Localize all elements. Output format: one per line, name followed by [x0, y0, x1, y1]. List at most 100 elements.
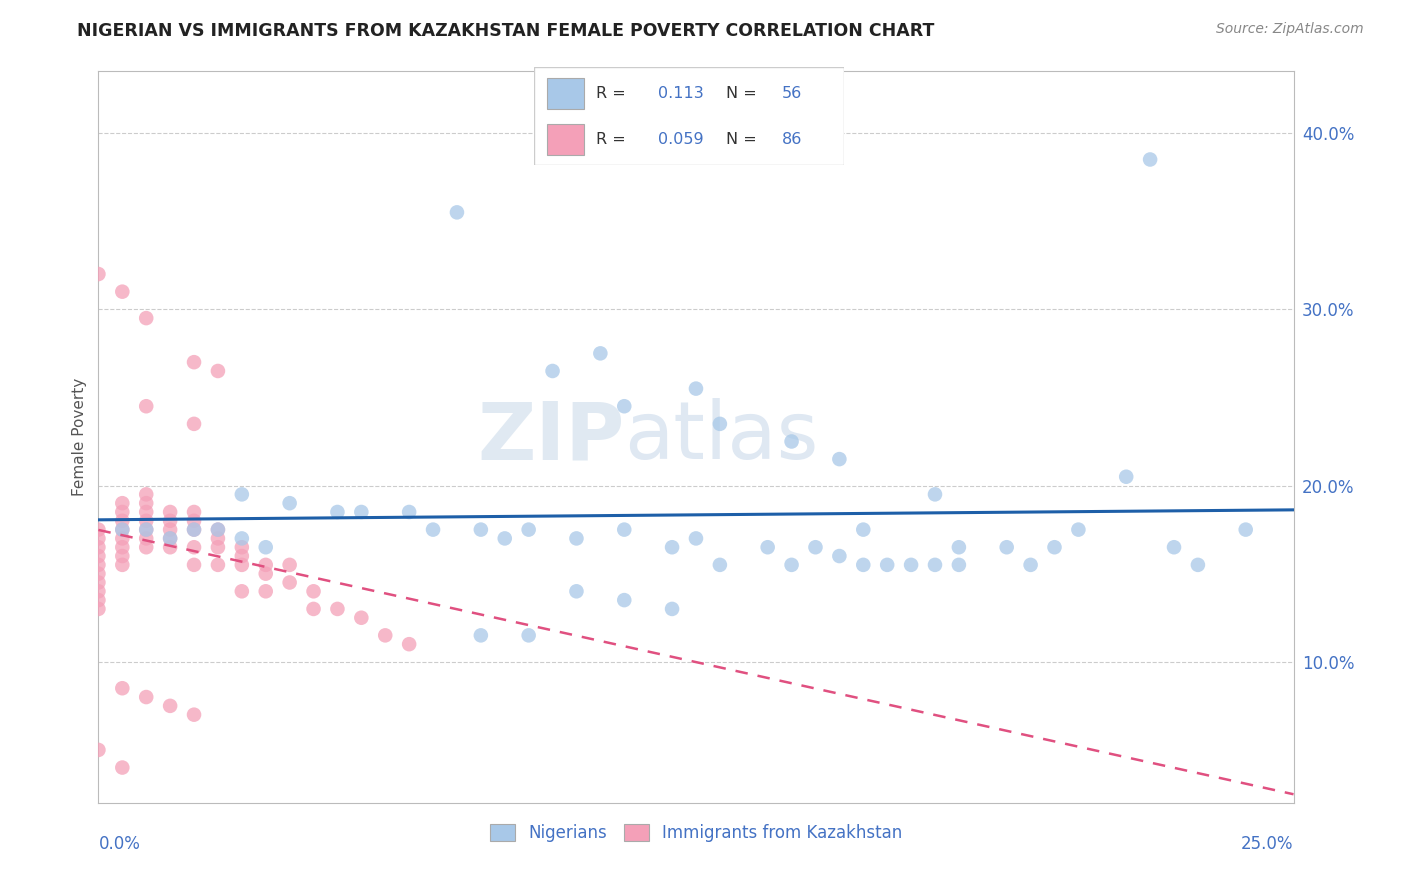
Point [1067, 523, 1090, 537]
Point [159, 532, 181, 546]
Point [302, 602, 325, 616]
Point [159, 698, 181, 713]
Point [254, 540, 277, 554]
Point [135, 523, 157, 537]
Point [135, 311, 157, 326]
Point [159, 523, 181, 537]
Text: 0.0%: 0.0% [98, 835, 141, 853]
Point [852, 523, 875, 537]
Point [661, 602, 683, 616]
Point [780, 558, 803, 572]
Point [183, 707, 205, 722]
Point [756, 540, 779, 554]
Point [111, 532, 134, 546]
Text: ZIP: ZIP [477, 398, 624, 476]
Point [207, 558, 229, 572]
Point [350, 505, 373, 519]
Point [231, 532, 253, 546]
Point [135, 487, 157, 501]
Point [87, 593, 110, 607]
Point [231, 540, 253, 554]
Text: N =: N = [725, 86, 762, 101]
Point [948, 540, 970, 554]
Point [446, 205, 468, 219]
Point [398, 637, 420, 651]
Point [231, 558, 253, 572]
Y-axis label: Female Poverty: Female Poverty [72, 378, 87, 496]
Point [135, 514, 157, 528]
Point [613, 399, 636, 413]
Point [565, 584, 588, 599]
Point [135, 399, 157, 413]
Point [111, 514, 134, 528]
FancyBboxPatch shape [534, 67, 844, 165]
Point [183, 523, 205, 537]
Point [565, 532, 588, 546]
Point [207, 364, 229, 378]
Point [995, 540, 1018, 554]
Point [135, 523, 157, 537]
Point [135, 496, 157, 510]
Text: 56: 56 [782, 86, 801, 101]
Point [1019, 558, 1042, 572]
Point [87, 602, 110, 616]
Point [135, 690, 157, 704]
Point [924, 558, 946, 572]
Point [87, 566, 110, 581]
Point [709, 558, 731, 572]
Point [87, 267, 110, 281]
Bar [547, 78, 583, 109]
Text: 86: 86 [782, 132, 801, 147]
Point [254, 584, 277, 599]
Point [254, 558, 277, 572]
Point [398, 505, 420, 519]
Point [231, 549, 253, 563]
Point [135, 532, 157, 546]
Point [183, 355, 205, 369]
Point [207, 540, 229, 554]
Point [828, 452, 851, 467]
Point [422, 523, 444, 537]
Point [613, 593, 636, 607]
Point [183, 540, 205, 554]
Point [948, 558, 970, 572]
Text: R =: R = [596, 132, 631, 147]
Point [1187, 558, 1209, 572]
Point [780, 434, 803, 449]
Point [87, 540, 110, 554]
Point [159, 505, 181, 519]
Point [87, 558, 110, 572]
Legend: Nigerians, Immigrants from Kazakhstan: Nigerians, Immigrants from Kazakhstan [489, 824, 903, 842]
Point [278, 496, 301, 510]
Point [589, 346, 612, 360]
Point [1115, 469, 1137, 483]
Point [852, 558, 875, 572]
Point [1163, 540, 1185, 554]
Point [159, 540, 181, 554]
Point [183, 514, 205, 528]
Point [183, 505, 205, 519]
Point [231, 584, 253, 599]
Point [111, 505, 134, 519]
Point [111, 523, 134, 537]
Point [111, 760, 134, 774]
Point [350, 611, 373, 625]
Point [278, 575, 301, 590]
Point [183, 417, 205, 431]
Point [135, 505, 157, 519]
Point [876, 558, 898, 572]
Point [111, 523, 134, 537]
Point [517, 523, 540, 537]
Point [207, 523, 229, 537]
Point [685, 382, 707, 396]
Point [470, 523, 492, 537]
Point [111, 549, 134, 563]
Point [111, 285, 134, 299]
Point [87, 532, 110, 546]
Text: N =: N = [725, 132, 762, 147]
Point [87, 575, 110, 590]
Point [494, 532, 516, 546]
Point [254, 566, 277, 581]
Point [111, 558, 134, 572]
Point [87, 549, 110, 563]
